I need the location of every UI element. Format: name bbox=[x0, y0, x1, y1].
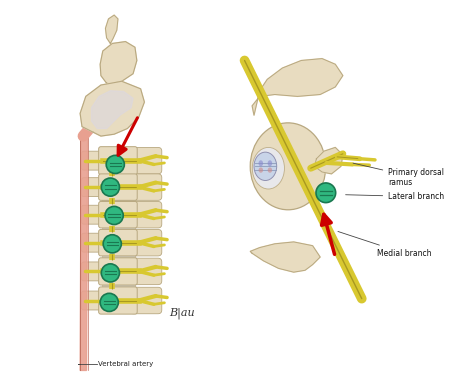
Ellipse shape bbox=[258, 160, 263, 166]
FancyBboxPatch shape bbox=[81, 178, 103, 197]
Circle shape bbox=[101, 264, 119, 282]
FancyBboxPatch shape bbox=[81, 291, 103, 310]
Circle shape bbox=[106, 155, 124, 174]
FancyBboxPatch shape bbox=[102, 254, 135, 260]
FancyBboxPatch shape bbox=[81, 151, 103, 170]
Circle shape bbox=[316, 183, 336, 203]
FancyBboxPatch shape bbox=[130, 201, 162, 228]
Ellipse shape bbox=[250, 123, 326, 210]
FancyBboxPatch shape bbox=[81, 233, 103, 252]
Ellipse shape bbox=[268, 167, 272, 173]
FancyBboxPatch shape bbox=[130, 174, 162, 200]
FancyBboxPatch shape bbox=[99, 287, 137, 314]
FancyBboxPatch shape bbox=[99, 258, 137, 285]
Polygon shape bbox=[105, 15, 118, 43]
Text: B|au: B|au bbox=[169, 308, 195, 319]
FancyBboxPatch shape bbox=[99, 201, 137, 228]
Circle shape bbox=[100, 293, 118, 311]
Polygon shape bbox=[107, 147, 128, 310]
FancyBboxPatch shape bbox=[130, 258, 162, 285]
FancyBboxPatch shape bbox=[81, 262, 103, 281]
Ellipse shape bbox=[258, 167, 263, 173]
FancyBboxPatch shape bbox=[130, 229, 162, 256]
FancyBboxPatch shape bbox=[81, 205, 103, 224]
Polygon shape bbox=[250, 242, 320, 272]
Polygon shape bbox=[80, 136, 88, 370]
Ellipse shape bbox=[252, 147, 284, 189]
FancyBboxPatch shape bbox=[99, 174, 137, 200]
FancyBboxPatch shape bbox=[130, 147, 162, 174]
Polygon shape bbox=[314, 147, 343, 174]
Ellipse shape bbox=[268, 160, 272, 166]
Ellipse shape bbox=[254, 152, 277, 181]
FancyBboxPatch shape bbox=[102, 171, 135, 178]
Polygon shape bbox=[91, 91, 133, 129]
Polygon shape bbox=[100, 42, 137, 84]
Text: Medial branch: Medial branch bbox=[338, 231, 431, 258]
FancyBboxPatch shape bbox=[99, 147, 137, 175]
FancyBboxPatch shape bbox=[130, 287, 162, 314]
FancyBboxPatch shape bbox=[102, 283, 135, 290]
Circle shape bbox=[103, 235, 121, 253]
Circle shape bbox=[101, 178, 119, 196]
Polygon shape bbox=[80, 81, 145, 136]
FancyBboxPatch shape bbox=[102, 197, 135, 204]
Text: Primary dorsal
ramus: Primary dorsal ramus bbox=[353, 163, 444, 187]
FancyBboxPatch shape bbox=[102, 225, 135, 232]
FancyBboxPatch shape bbox=[99, 229, 137, 256]
Text: Vertebral artery: Vertebral artery bbox=[98, 361, 153, 367]
Circle shape bbox=[105, 206, 123, 225]
Text: Lateral branch: Lateral branch bbox=[346, 192, 444, 201]
Polygon shape bbox=[252, 59, 343, 115]
